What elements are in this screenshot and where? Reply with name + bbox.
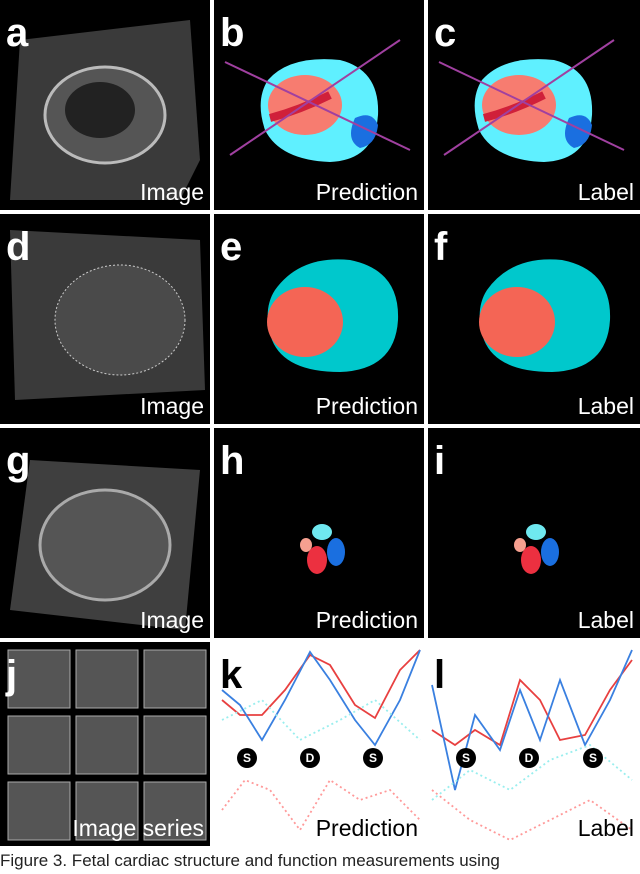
panel-letter: k xyxy=(220,653,243,697)
phase-label: S xyxy=(462,751,470,765)
panel-label: Image xyxy=(140,393,204,419)
phase-marker xyxy=(583,748,603,768)
panel-letter: l xyxy=(434,653,445,697)
phase-marker xyxy=(519,748,539,768)
panel-label: Prediction xyxy=(316,815,418,841)
panel-label: Label xyxy=(578,607,634,633)
panel-letter: c xyxy=(434,11,456,55)
panel-label: Image series xyxy=(72,815,204,841)
panel-letter: b xyxy=(220,11,244,55)
phase-marker xyxy=(456,748,476,768)
phase-marker xyxy=(363,748,383,768)
caption: Figure 3. Fetal cardiac structure and fu… xyxy=(0,851,500,870)
panel-letter: d xyxy=(6,225,30,269)
phase-label: D xyxy=(525,751,534,765)
panel-label: Label xyxy=(578,393,634,419)
panel-letter: g xyxy=(6,439,30,483)
panel-label: Image xyxy=(140,179,204,205)
phase-label: S xyxy=(589,751,597,765)
panel-label: Image xyxy=(140,607,204,633)
panel-letter: j xyxy=(5,653,17,697)
panel-label: Prediction xyxy=(316,393,418,419)
phase-label: S xyxy=(243,751,251,765)
panel-label: Label xyxy=(578,179,634,205)
panel-letter: i xyxy=(434,439,445,483)
panel-letter: h xyxy=(220,439,244,483)
phase-marker xyxy=(300,748,320,768)
phase-marker xyxy=(237,748,257,768)
phase-label: D xyxy=(306,751,315,765)
panel-label: Prediction xyxy=(316,179,418,205)
panel-label: Label xyxy=(578,815,634,841)
panel-label: Prediction xyxy=(316,607,418,633)
panel-letter: f xyxy=(434,225,448,269)
phase-label: S xyxy=(369,751,377,765)
panel-letter: e xyxy=(220,225,242,269)
panel-letter: a xyxy=(6,11,29,55)
